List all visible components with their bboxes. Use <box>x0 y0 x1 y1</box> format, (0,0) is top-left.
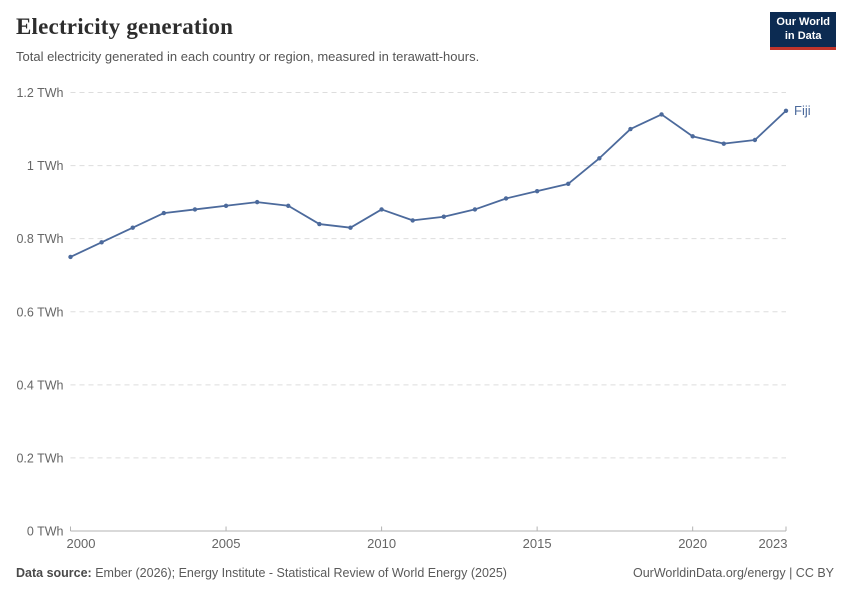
data-line[interactable] <box>69 109 787 258</box>
data-point[interactable] <box>534 188 540 194</box>
data-point[interactable] <box>752 137 758 143</box>
chart-header: Electricity generation Total electricity… <box>0 0 850 64</box>
data-point[interactable] <box>348 225 353 230</box>
x-tick-label: 2023 <box>759 536 788 551</box>
owid-logo[interactable]: Our World in Data <box>770 12 836 50</box>
data-source-text: Ember (2026); Energy Institute - Statist… <box>91 566 507 580</box>
line-chart[interactable]: 0 TWh 0.2 TWh 0.4 TWh 0.6 TWh 0.8 TWh 1 TWh 1.… <box>0 0 850 560</box>
data-point[interactable] <box>441 214 447 219</box>
data-point[interactable] <box>566 181 571 187</box>
data-point[interactable] <box>721 141 726 146</box>
y-tick-label: 0.6 TWh <box>16 305 63 319</box>
data-point[interactable] <box>628 126 633 132</box>
credit-line[interactable]: OurWorldinData.org/energy | CC BY <box>632 566 834 580</box>
data-point[interactable] <box>317 221 322 227</box>
x-tick-label: 2020 <box>678 536 707 551</box>
data-point[interactable] <box>223 203 229 208</box>
x-tick-label: 2000 <box>67 536 96 551</box>
y-tick-label: 0.2 TWh <box>16 451 63 465</box>
data-source: Data source: Ember (2026); Energy Instit… <box>16 566 507 580</box>
data-point[interactable] <box>192 207 198 212</box>
data-point[interactable] <box>130 225 135 230</box>
data-point[interactable] <box>161 210 167 216</box>
series-label[interactable]: Fiji <box>794 103 811 118</box>
data-point[interactable] <box>68 254 73 260</box>
y-tick-label: 0.8 TWh <box>16 232 63 246</box>
data-source-label: Data source: <box>16 566 92 580</box>
y-tick-label: 1 TWh <box>27 159 64 173</box>
y-tick-label: 0 TWh <box>27 525 64 539</box>
page-title: Electricity generation <box>16 14 234 39</box>
data-point[interactable] <box>783 108 789 113</box>
data-point[interactable] <box>286 203 291 208</box>
chart-subtitle: Total electricity generated in each coun… <box>16 49 480 64</box>
x-tick-label: 2005 <box>212 536 241 551</box>
data-point[interactable] <box>659 112 664 117</box>
data-point[interactable] <box>690 134 695 139</box>
data-point[interactable] <box>472 207 478 212</box>
chart-footer: Data source: Ember (2026); Energy Instit… <box>16 566 834 580</box>
owid-logo-line2: in Data <box>784 29 822 42</box>
x-tick-label: 2010 <box>367 536 396 551</box>
x-tick-label: 2015 <box>523 536 552 551</box>
y-tick-label: 0.4 TWh <box>16 378 63 392</box>
data-point[interactable] <box>597 156 602 161</box>
y-tick-label: 1.2 TWh <box>16 86 63 100</box>
data-point[interactable] <box>254 199 260 205</box>
data-point[interactable] <box>99 240 104 245</box>
data-point[interactable] <box>379 207 384 212</box>
data-point[interactable] <box>503 196 509 201</box>
data-point[interactable] <box>410 218 415 223</box>
owid-logo-line1: Our World <box>776 16 830 28</box>
